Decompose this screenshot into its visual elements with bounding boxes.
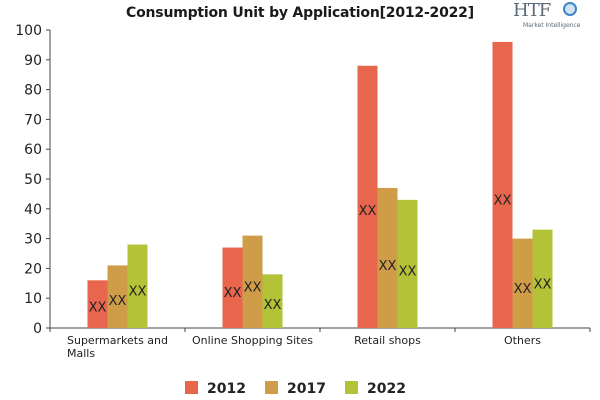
legend-label-2012: 2012 xyxy=(207,381,246,397)
bar-2022 xyxy=(397,199,418,328)
bar-2022 xyxy=(532,229,553,328)
bar-2012 xyxy=(492,41,513,329)
htf-logo: HTF Market Intelligence xyxy=(505,0,600,34)
y-tick-label: 20 xyxy=(24,261,42,277)
legend-label-2017: 2017 xyxy=(287,381,326,397)
y-tick-label: 30 xyxy=(24,232,42,248)
data-label: XX xyxy=(534,278,552,293)
data-label: XX xyxy=(264,298,282,313)
logo-mark: HTF xyxy=(513,0,551,21)
y-tick-label: 60 xyxy=(24,142,42,158)
logo-subtitle: Market Intelligence xyxy=(523,22,581,29)
legend-label-2022: 2022 xyxy=(367,381,406,397)
bar-2022 xyxy=(262,274,283,328)
y-tick-label: 10 xyxy=(24,291,42,307)
legend-swatch-2022 xyxy=(345,381,358,394)
data-label: XX xyxy=(244,280,262,295)
y-tick-label: 80 xyxy=(24,83,42,99)
data-label: XX xyxy=(224,286,242,301)
data-label: XX xyxy=(379,259,397,274)
y-tick-label: 70 xyxy=(24,112,42,128)
legend-swatch-2017 xyxy=(265,381,278,394)
data-label: XX xyxy=(494,193,512,208)
bar-2012 xyxy=(357,65,378,328)
data-label: XX xyxy=(109,294,127,309)
x-tick-label: Supermarkets and xyxy=(67,334,168,347)
bar-2017 xyxy=(377,187,398,328)
bar-2022 xyxy=(127,244,148,328)
data-label: XX xyxy=(399,264,417,279)
data-label: XX xyxy=(129,284,147,299)
data-label: XX xyxy=(89,301,107,316)
x-tick-label: Others xyxy=(504,334,541,347)
y-tick-label: 50 xyxy=(24,172,42,188)
data-label: XX xyxy=(514,282,532,297)
x-tick-label: Malls xyxy=(67,347,95,360)
bar-2012 xyxy=(222,247,243,328)
data-label: XX xyxy=(359,204,377,219)
y-tick-label: 40 xyxy=(24,202,42,218)
bar-2017 xyxy=(242,235,263,328)
y-tick-label: 0 xyxy=(33,321,42,337)
chart-title: Consumption Unit by Application[2012-202… xyxy=(126,5,474,21)
x-tick-label: Retail shops xyxy=(354,334,421,347)
x-tick-label: Online Shopping Sites xyxy=(192,334,313,347)
bar-2017 xyxy=(512,238,533,328)
bar-2012 xyxy=(87,280,108,328)
y-tick-label: 90 xyxy=(24,53,42,69)
y-tick-label: 100 xyxy=(15,23,42,39)
legend-swatch-2012 xyxy=(185,381,198,394)
globe-icon xyxy=(563,2,577,16)
bar-2017 xyxy=(107,265,128,328)
